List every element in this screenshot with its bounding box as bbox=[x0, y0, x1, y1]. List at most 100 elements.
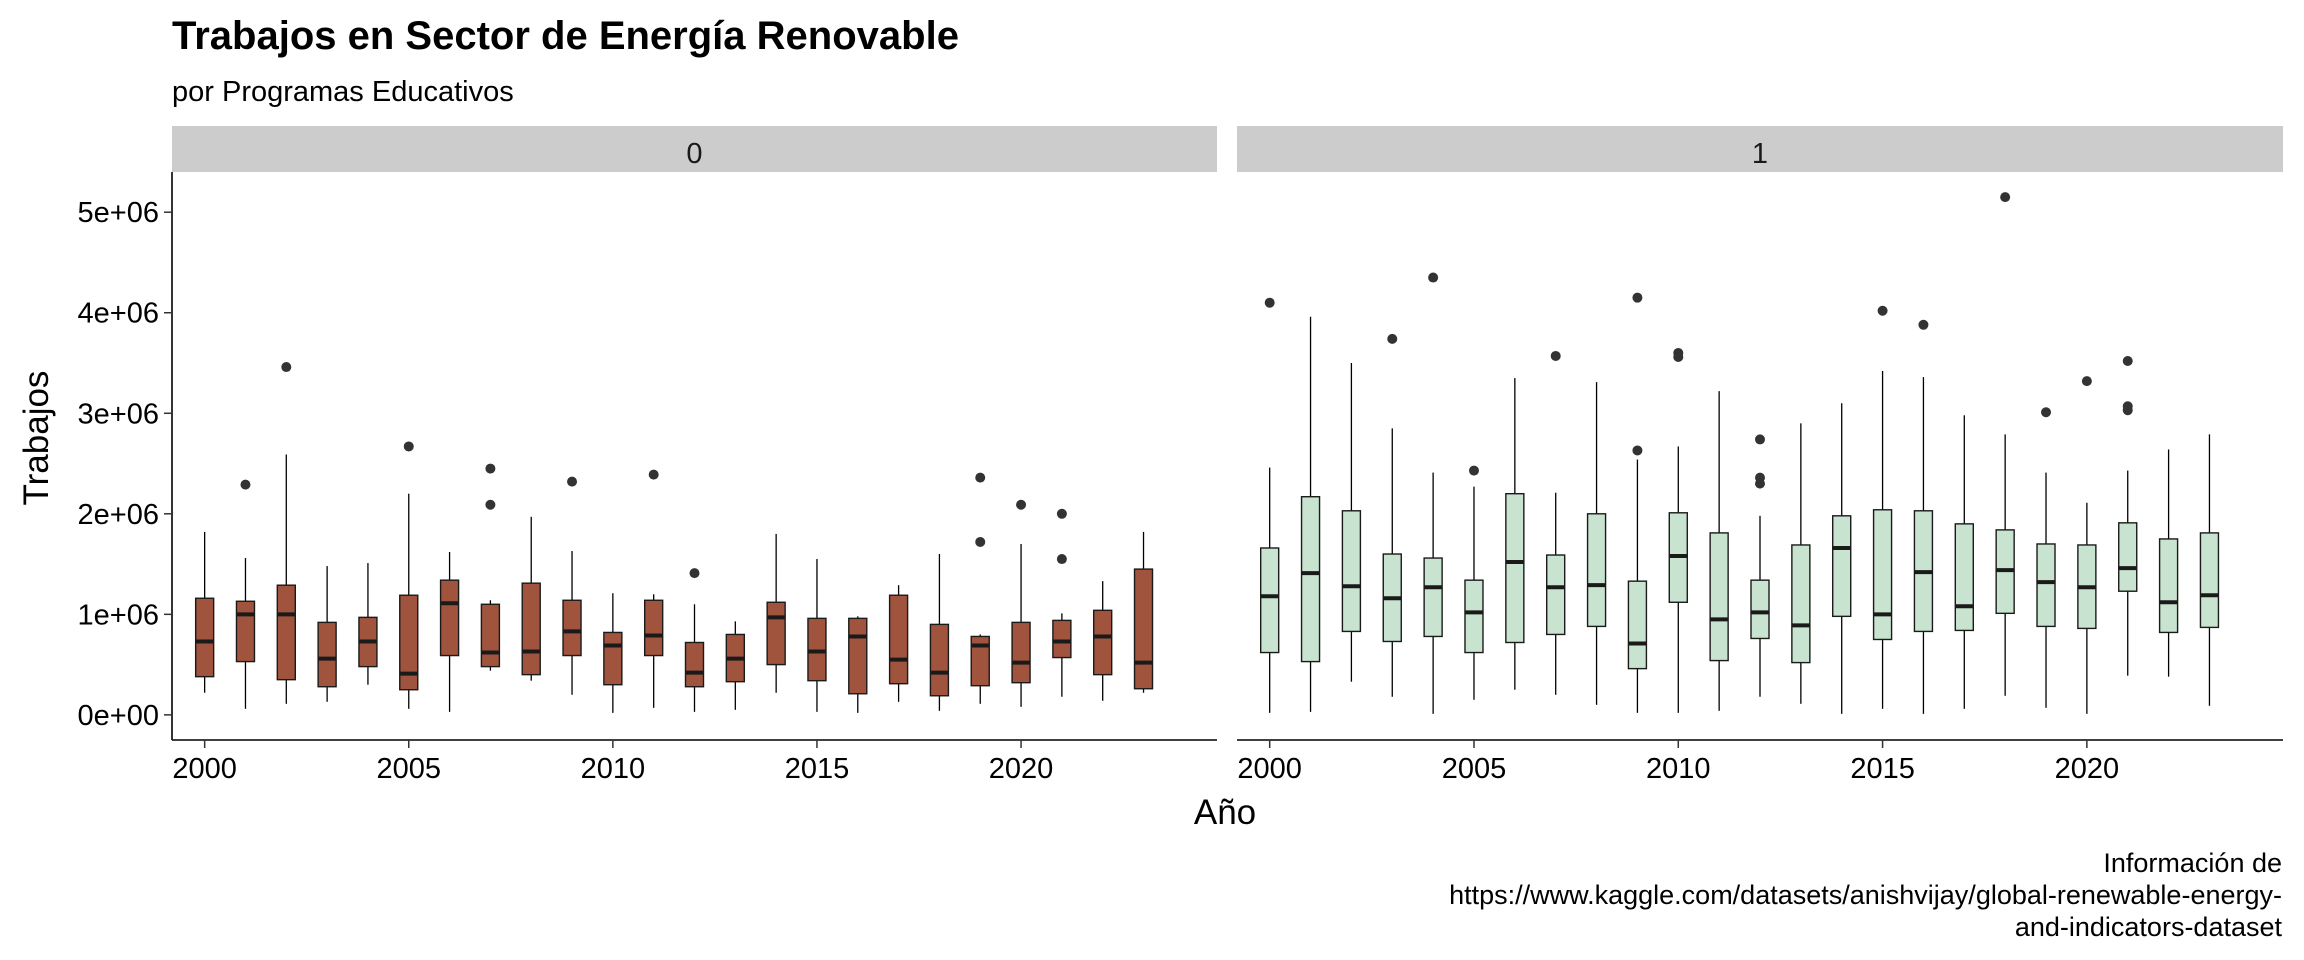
outlier-point bbox=[2041, 407, 2052, 418]
y-axis-title: Trabajos bbox=[17, 371, 56, 506]
box-iqr bbox=[1300, 496, 1321, 663]
y-tick-label: 4e+06 bbox=[78, 298, 159, 330]
outlier-point bbox=[1755, 434, 1765, 445]
box-1-2013 bbox=[1791, 423, 1811, 704]
box-1-2019 bbox=[2036, 407, 2056, 708]
outlier-point bbox=[1468, 465, 1479, 476]
box-0-2018 bbox=[929, 554, 950, 711]
caption-line-1: Información de bbox=[2103, 848, 2282, 878]
box-iqr bbox=[1791, 544, 1811, 664]
outlier-point bbox=[2000, 192, 2011, 203]
box-1-2015 bbox=[1872, 305, 1893, 709]
facet-panel-0: 0 0e+00 1e+06 2e+06 3e+06 4e+06 5e+06 2000 2005 2… bbox=[78, 126, 1217, 785]
y-tick-label: 3e+06 bbox=[78, 398, 159, 430]
box-iqr bbox=[684, 641, 705, 688]
box-0-2011 bbox=[643, 469, 664, 708]
box-0-2014 bbox=[766, 533, 786, 693]
box-iqr bbox=[1832, 515, 1852, 618]
chart-subtitle: por Programas Educativos bbox=[172, 76, 514, 108]
outlier-point bbox=[240, 479, 251, 490]
box-iqr bbox=[643, 599, 664, 657]
outlier-point bbox=[1632, 292, 1643, 303]
box-1-2003 bbox=[1382, 333, 1402, 697]
box-iqr bbox=[929, 623, 950, 697]
box-0-2019 bbox=[970, 472, 990, 704]
box-0-2004 bbox=[358, 563, 378, 685]
box-iqr bbox=[2199, 532, 2220, 629]
y-tick-label: 0e+00 bbox=[78, 700, 159, 732]
box-0-2002 bbox=[276, 362, 296, 704]
y-tick-label: 1e+06 bbox=[78, 599, 159, 631]
outlier-point bbox=[1387, 333, 1398, 344]
outlier-point bbox=[1016, 499, 1027, 510]
box-iqr bbox=[480, 603, 501, 668]
box-1-2008 bbox=[1586, 382, 1607, 705]
box-0-2007 bbox=[480, 463, 501, 671]
facet-panel-1: 1 2000 2005 2010 2015 2020 bbox=[1237, 126, 2283, 785]
outlier-point bbox=[281, 362, 292, 373]
box-1-2002 bbox=[1341, 363, 1362, 682]
outlier-point bbox=[1632, 445, 1643, 456]
outlier-point bbox=[1056, 554, 1067, 565]
box-iqr bbox=[2158, 538, 2179, 634]
outlier-point bbox=[1428, 272, 1439, 283]
box-iqr bbox=[1872, 509, 1893, 641]
box-1-2022 bbox=[2158, 449, 2179, 677]
outlier-point bbox=[2122, 355, 2133, 366]
y-tick-label: 2e+06 bbox=[78, 499, 159, 531]
outlier-point bbox=[1264, 297, 1275, 308]
x-tick-label: 2010 bbox=[1646, 753, 1711, 785]
box-0-2009 bbox=[562, 476, 582, 695]
box-1-2012 bbox=[1750, 434, 1770, 697]
box-0-2023 bbox=[1133, 531, 1154, 693]
box-1-2018 bbox=[1995, 192, 2015, 696]
box-iqr bbox=[2036, 543, 2056, 628]
outlier-point bbox=[567, 476, 578, 487]
box-0-2021 bbox=[1052, 508, 1072, 697]
outlier-point bbox=[403, 441, 414, 452]
x-tick-label: 2015 bbox=[785, 753, 850, 785]
box-1-2023 bbox=[2199, 434, 2220, 706]
box-iqr bbox=[1505, 492, 1525, 644]
box-1-2017 bbox=[1954, 415, 1974, 709]
outlier-point bbox=[975, 536, 986, 547]
box-iqr bbox=[807, 617, 827, 682]
box-iqr bbox=[399, 594, 419, 691]
box-iqr bbox=[1052, 619, 1072, 659]
box-iqr bbox=[888, 594, 909, 685]
box-iqr bbox=[1259, 547, 1280, 654]
box-iqr bbox=[235, 600, 256, 663]
outlier-point bbox=[485, 463, 496, 474]
outlier-point bbox=[1918, 319, 1929, 330]
x-tick-label: 2020 bbox=[2055, 753, 2120, 785]
box-iqr bbox=[562, 599, 582, 657]
box-iqr bbox=[1464, 579, 1484, 654]
outlier-point bbox=[2122, 401, 2133, 412]
chart-title: Trabajos en Sector de Energía Renovable bbox=[172, 14, 959, 58]
facet-strip bbox=[172, 126, 1217, 172]
box-iqr bbox=[276, 584, 296, 681]
box-iqr bbox=[1546, 554, 1566, 636]
box-iqr bbox=[317, 621, 337, 688]
outlier-point bbox=[648, 469, 659, 480]
outlier-point bbox=[1673, 347, 1684, 358]
caption-line-2: https://www.kaggle.com/datasets/anishvij… bbox=[1449, 880, 2282, 910]
box-0-2017 bbox=[888, 585, 909, 702]
x-tick-label: 2020 bbox=[989, 753, 1054, 785]
x-tick-label: 2010 bbox=[581, 753, 646, 785]
outlier-point bbox=[1056, 508, 1067, 519]
box-1-2011 bbox=[1709, 391, 1729, 711]
box-0-2012 bbox=[684, 568, 705, 712]
facet-strip bbox=[1237, 126, 2283, 172]
box-0-2005 bbox=[399, 441, 419, 709]
facet-strip-label: 0 bbox=[686, 138, 702, 170]
box-1-2020 bbox=[2077, 376, 2097, 714]
outlier-point bbox=[689, 568, 700, 579]
outlier-point bbox=[1755, 472, 1765, 483]
box-1-2006 bbox=[1505, 378, 1525, 690]
box-iqr bbox=[1627, 580, 1648, 670]
box-iqr bbox=[1954, 523, 1974, 632]
caption-line-3: and-indicators-dataset bbox=[2015, 912, 2283, 942]
box-0-2010 bbox=[603, 593, 623, 713]
